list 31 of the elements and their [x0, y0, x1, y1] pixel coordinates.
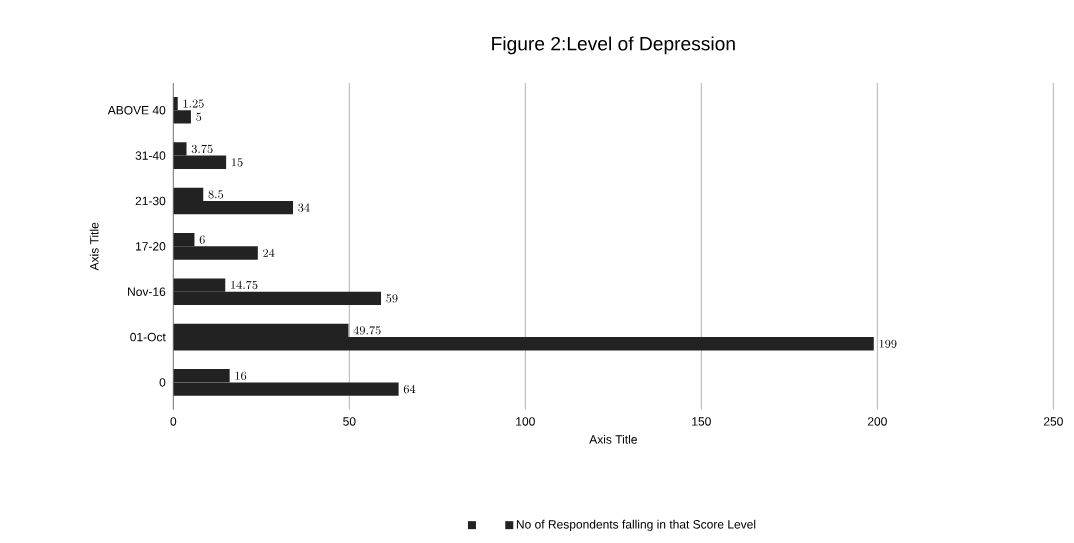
y-tick-label: Nov-16 [128, 287, 166, 296]
x-tick-label: 100 [516, 417, 535, 426]
data-label: 49.75 [353, 326, 381, 335]
y-axis-title: Axis Title [89, 222, 99, 271]
y-tick-label: 31-40 [135, 151, 166, 160]
data-label: 199 [879, 339, 897, 348]
data-label: 24 [263, 248, 275, 257]
y-tick-label: 21-30 [135, 196, 166, 206]
data-label: 15 [231, 158, 243, 167]
x-tick-label: 150 [692, 417, 711, 426]
legend-label: No of Respondents falling in that Score Level [516, 519, 756, 531]
x-axis-title: Axis Title [589, 434, 637, 444]
chart-title: Figure 2:Level of Depression [492, 36, 735, 55]
y-tick-label: ABOVE 40 [107, 105, 166, 115]
y-tick-label: 17-20 [136, 242, 166, 251]
data-label: 1 .25 [183, 99, 204, 108]
x-tick-label: 250 [1043, 417, 1063, 426]
x-tick-label: 0 [170, 417, 177, 426]
data-label: 6 [199, 235, 205, 244]
data-label: 64 [403, 384, 416, 394]
data-label: 8.5 [208, 190, 224, 199]
data-label: 59 [386, 294, 398, 303]
x-tick-label: 50 [343, 417, 356, 426]
data-label: 16 [235, 371, 247, 380]
y-tick-label: 01-Oct [130, 332, 166, 342]
y-tick-label: 0 [159, 378, 166, 387]
data-label: 5 [196, 112, 202, 122]
data-label: 14.75 [231, 280, 258, 290]
data-label: 3.75 [191, 144, 213, 154]
x-tick-label: 200 [867, 417, 887, 426]
data-label: 34 [298, 203, 310, 212]
